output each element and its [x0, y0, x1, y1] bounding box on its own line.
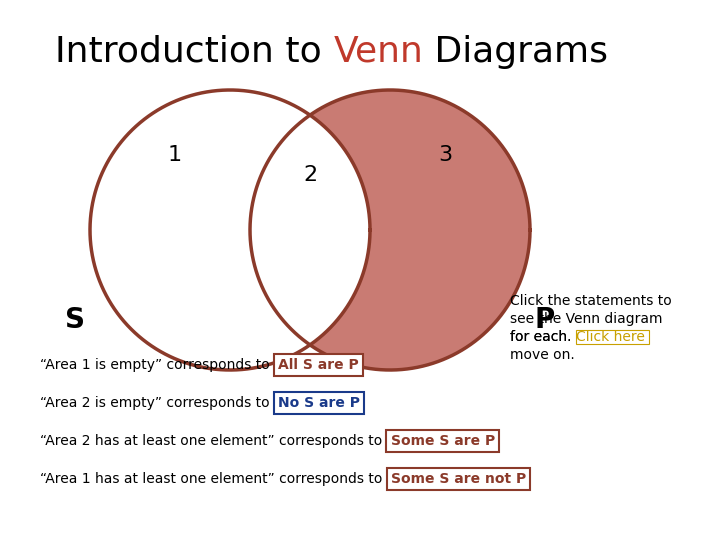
Text: Introduction to: Introduction to	[55, 35, 333, 69]
Text: Some S are not P: Some S are not P	[391, 472, 526, 486]
Text: 2: 2	[303, 165, 317, 185]
Text: Diagrams: Diagrams	[423, 35, 608, 69]
Text: Click here: Click here	[576, 330, 649, 344]
Text: Some S are P: Some S are P	[391, 434, 495, 448]
Text: No S are P: No S are P	[278, 396, 360, 410]
Text: P: P	[535, 306, 555, 334]
Text: All S are P: All S are P	[278, 358, 359, 372]
Text: see the Venn diagram: see the Venn diagram	[510, 312, 662, 326]
Text: “Area 2 is empty” corresponds to: “Area 2 is empty” corresponds to	[40, 396, 274, 410]
Text: 1: 1	[168, 145, 182, 165]
Polygon shape	[310, 90, 530, 370]
Text: S: S	[65, 306, 85, 334]
Text: “Area 1 has at least one element” corresponds to: “Area 1 has at least one element” corres…	[40, 472, 387, 486]
Text: for each.: for each.	[510, 330, 576, 344]
Text: move on.: move on.	[510, 348, 575, 362]
Text: 3: 3	[438, 145, 452, 165]
Text: Click the statements to: Click the statements to	[510, 294, 672, 308]
Text: for each.: for each.	[510, 330, 576, 344]
Text: “Area 2 has at least one element” corresponds to: “Area 2 has at least one element” corres…	[40, 434, 387, 448]
Text: Venn: Venn	[333, 35, 423, 69]
Text: “Area 1 is empty” corresponds to: “Area 1 is empty” corresponds to	[40, 358, 274, 372]
